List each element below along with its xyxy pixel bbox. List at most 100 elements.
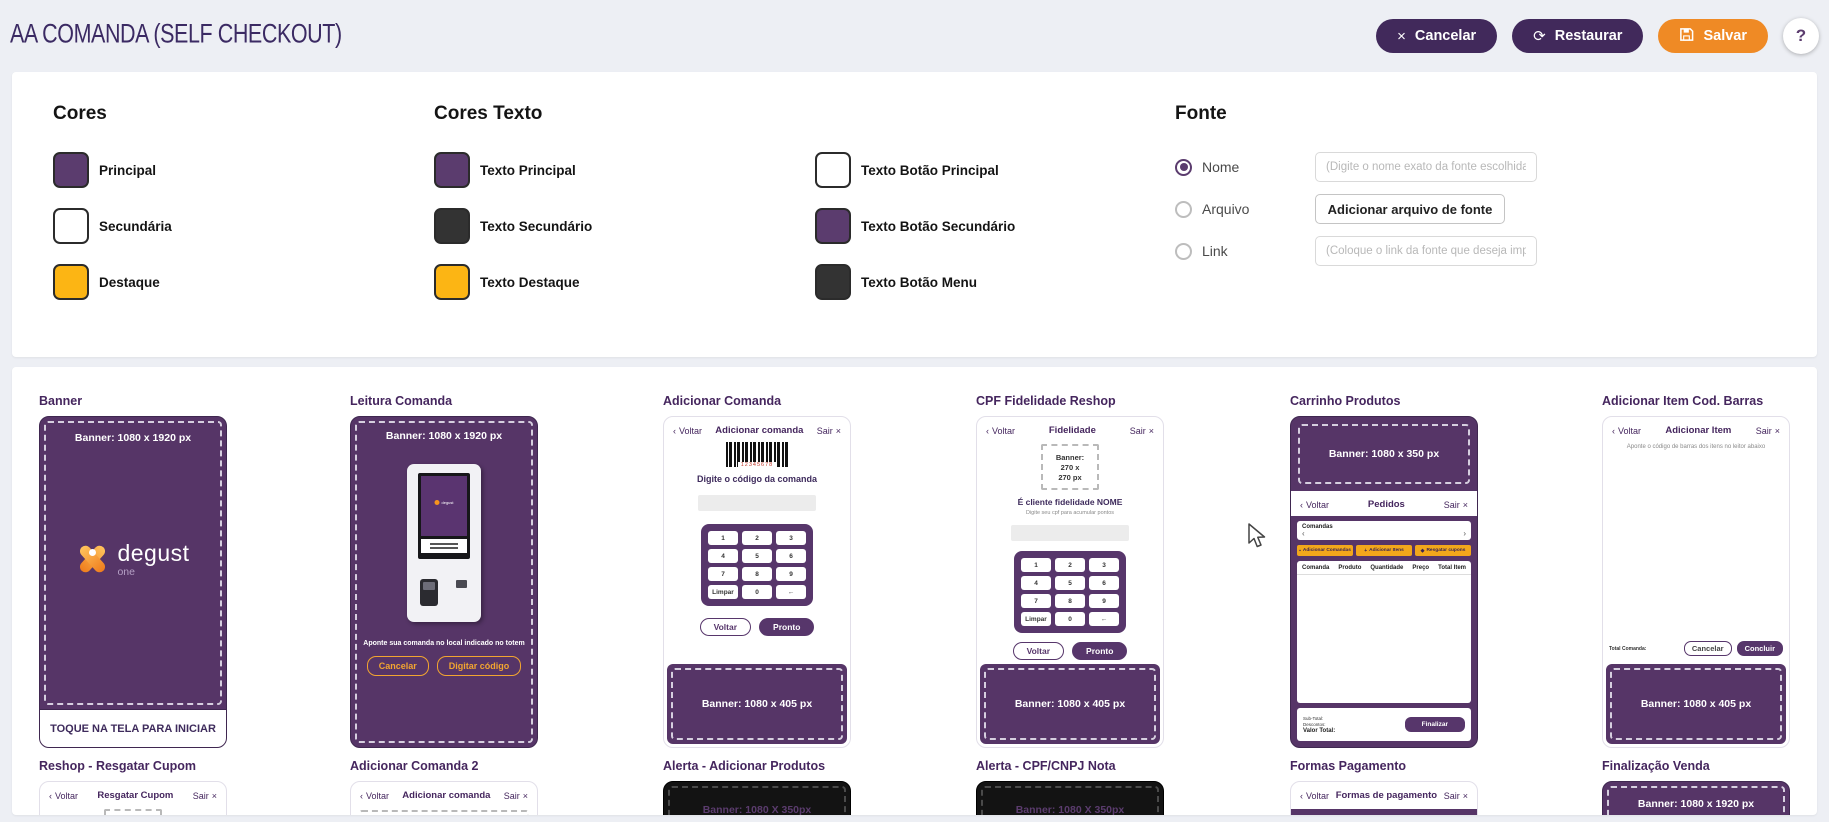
code-input[interactable] bbox=[698, 495, 816, 511]
pronto-button[interactable]: Pronto bbox=[1072, 642, 1128, 660]
voltar-button[interactable]: Voltar bbox=[699, 618, 752, 636]
screen-title: Reshop - Resgatar Cupom bbox=[39, 759, 196, 773]
mini-header-title: Formas de pagamento bbox=[1335, 790, 1438, 801]
color-swatch-destaque[interactable] bbox=[53, 264, 89, 300]
color-swatch-texto-destaque[interactable] bbox=[434, 264, 470, 300]
screen-title: Adicionar Comanda bbox=[663, 394, 782, 408]
key-5[interactable]: 5 bbox=[742, 549, 772, 563]
barcode-illustration: 12345678 bbox=[664, 442, 850, 468]
color-swatch-texto-principal[interactable] bbox=[434, 152, 470, 188]
footer-banner-upload-area[interactable]: Banner: 1080 x 405 px bbox=[1606, 664, 1786, 744]
key-9[interactable]: 9 bbox=[1089, 594, 1119, 608]
concluir-button[interactable]: Concluir bbox=[1736, 641, 1783, 656]
cancel-button[interactable]: × Cancelar bbox=[1376, 19, 1498, 53]
key-4[interactable]: 4 bbox=[708, 549, 738, 563]
color-swatch-texto-botao-principal[interactable] bbox=[815, 152, 851, 188]
leitura-comanda-thumbnail[interactable]: Banner: 1080 x 1920 px degust Aponte sua… bbox=[350, 416, 538, 748]
add-font-file-button[interactable]: Adicionar arquivo de fonte bbox=[1315, 194, 1505, 224]
key-backspace[interactable]: ← bbox=[776, 585, 806, 599]
radio-link-icon bbox=[1175, 242, 1192, 260]
cart-table-body bbox=[1297, 575, 1471, 703]
color-swatch-texto-secundario[interactable] bbox=[434, 208, 470, 244]
formas-pagamento-thumbnail[interactable]: ‹ Voltar Formas de pagamento Sair × bbox=[1290, 781, 1478, 815]
finalizacao-thumbnail[interactable]: Banner: 1080 x 1920 px bbox=[1602, 781, 1790, 815]
save-button[interactable]: Salvar bbox=[1658, 19, 1768, 53]
key-2[interactable]: 2 bbox=[742, 531, 772, 545]
key-6[interactable]: 6 bbox=[776, 549, 806, 563]
key-3[interactable]: 3 bbox=[776, 531, 806, 545]
screen-cell-resgatar-cupom: Reshop - Resgatar Cupom ‹ Voltar Resgatar… bbox=[39, 759, 227, 815]
key-8[interactable]: 8 bbox=[742, 567, 772, 581]
key-3[interactable]: 3 bbox=[1089, 558, 1119, 572]
banner-thumbnail[interactable]: Banner: 1080 x 1920 px degust one TOQUE … bbox=[39, 416, 227, 748]
cpf-input[interactable] bbox=[1011, 525, 1129, 541]
radio-nome[interactable]: Nome bbox=[1175, 158, 1315, 176]
key-0[interactable]: 0 bbox=[742, 585, 772, 599]
color-row-secundaria: Secundária bbox=[53, 208, 172, 244]
save-icon bbox=[1679, 27, 1694, 45]
carousel-right-icon[interactable]: › bbox=[1463, 529, 1466, 538]
small-banner-upload-area[interactable]: Banner: 270 x 270 px bbox=[1041, 444, 1099, 490]
alerta-cpf-thumbnail[interactable]: Banner: 1080 X 350px bbox=[976, 781, 1164, 815]
wide-banner-upload-area[interactable] bbox=[359, 810, 529, 815]
adicionar-item-thumbnail[interactable]: ‹ Voltar Adicionar Item Sair × Aponte o có… bbox=[1602, 416, 1790, 748]
back-label: Voltar bbox=[679, 425, 703, 436]
scan-hint-text: Aponte o código de barras dos itens no l… bbox=[1626, 444, 1766, 450]
key-clear[interactable]: Limpar bbox=[1021, 612, 1051, 626]
leitura-type-code-button[interactable]: Digitar código bbox=[436, 656, 522, 676]
back-icon: ‹ bbox=[49, 790, 52, 801]
key-4[interactable]: 4 bbox=[1021, 576, 1051, 590]
font-name-input[interactable] bbox=[1315, 152, 1537, 182]
key-backspace[interactable]: ← bbox=[1089, 612, 1119, 626]
pronto-button[interactable]: Pronto bbox=[759, 618, 815, 636]
key-0[interactable]: 0 bbox=[1055, 612, 1085, 626]
adicionar-comanda-2-thumbnail[interactable]: ‹ Voltar Adicionar comanda Sair × bbox=[350, 781, 538, 815]
key-7[interactable]: 7 bbox=[1021, 594, 1051, 608]
key-1[interactable]: 1 bbox=[1021, 558, 1051, 572]
radio-arquivo[interactable]: Arquivo bbox=[1175, 200, 1315, 218]
key-8[interactable]: 8 bbox=[1055, 594, 1085, 608]
key-7[interactable]: 7 bbox=[708, 567, 738, 581]
footer-banner-upload-area[interactable]: Banner: 1080 x 405 px bbox=[667, 664, 847, 744]
carousel-left-icon[interactable]: ‹ bbox=[1302, 529, 1305, 538]
leitura-cancel-button[interactable]: Cancelar bbox=[366, 656, 429, 676]
adicionar-comandas-button[interactable]: ▪ Adicionar Comandas bbox=[1297, 545, 1353, 556]
radio-link[interactable]: Link bbox=[1175, 242, 1315, 260]
carrinho-thumbnail[interactable]: Banner: 1080 x 350 px ‹ Voltar Pedidos Sa… bbox=[1290, 416, 1478, 748]
resgatar-cupons-button[interactable]: ◆ Resgatar cupons bbox=[1415, 545, 1471, 556]
small-banner-line: 270 px bbox=[1058, 472, 1082, 482]
cpf-fidelidade-thumbnail[interactable]: ‹ Voltar Fidelidade Sair × Banner: 270 x 2… bbox=[976, 416, 1164, 748]
key-1[interactable]: 1 bbox=[708, 531, 738, 545]
adicionar-itens-button[interactable]: + Adicionar Itens bbox=[1356, 545, 1412, 556]
screen-title: Leitura Comanda bbox=[350, 394, 453, 408]
alerta-produtos-thumbnail[interactable]: Banner: 1080 X 350px bbox=[663, 781, 851, 815]
restore-button[interactable]: ⟳ Restaurar bbox=[1512, 19, 1644, 53]
color-swatch-texto-botao-menu[interactable] bbox=[815, 264, 851, 300]
color-swatch-principal[interactable] bbox=[53, 152, 89, 188]
font-link-input[interactable] bbox=[1315, 236, 1537, 266]
kiosk-printer-slot bbox=[456, 580, 467, 588]
voltar-button[interactable]: Voltar bbox=[1012, 642, 1065, 660]
back-icon: ‹ bbox=[1300, 499, 1303, 510]
key-2[interactable]: 2 bbox=[1055, 558, 1085, 572]
banner-upload-area[interactable]: Banner: 1080 x 350 px bbox=[1294, 420, 1474, 488]
cancelar-button[interactable]: Cancelar bbox=[1683, 641, 1732, 656]
color-swatch-secundaria[interactable] bbox=[53, 208, 89, 244]
footer-banner-upload-area[interactable]: Banner: 1080 x 405 px bbox=[980, 664, 1160, 744]
small-banner-upload-area[interactable] bbox=[104, 809, 162, 815]
key-6[interactable]: 6 bbox=[1089, 576, 1119, 590]
finalizar-button[interactable]: Finalizar bbox=[1404, 717, 1465, 732]
degust-logo-icon bbox=[76, 542, 110, 576]
save-button-label: Salvar bbox=[1703, 28, 1747, 44]
help-button[interactable]: ? bbox=[1783, 18, 1819, 54]
key-5[interactable]: 5 bbox=[1055, 576, 1085, 590]
key-clear[interactable]: Limpar bbox=[708, 585, 738, 599]
close-icon: × bbox=[1774, 425, 1780, 436]
color-swatch-texto-botao-secundario[interactable] bbox=[815, 208, 851, 244]
resgatar-cupom-thumbnail[interactable]: ‹ Voltar Resgatar Cupom Sair × bbox=[39, 781, 227, 815]
col-comanda: Comanda bbox=[1302, 565, 1330, 571]
key-9[interactable]: 9 bbox=[776, 567, 806, 581]
screen-cell-carrinho: Carrinho Produtos Banner: 1080 x 350 px … bbox=[1290, 394, 1478, 748]
banner-upload-area[interactable]: Banner: 1080 x 1920 px degust one bbox=[40, 417, 226, 709]
adicionar-comanda-thumbnail[interactable]: ‹ Voltar Adicionar comanda Sair × 12345678… bbox=[663, 416, 851, 748]
